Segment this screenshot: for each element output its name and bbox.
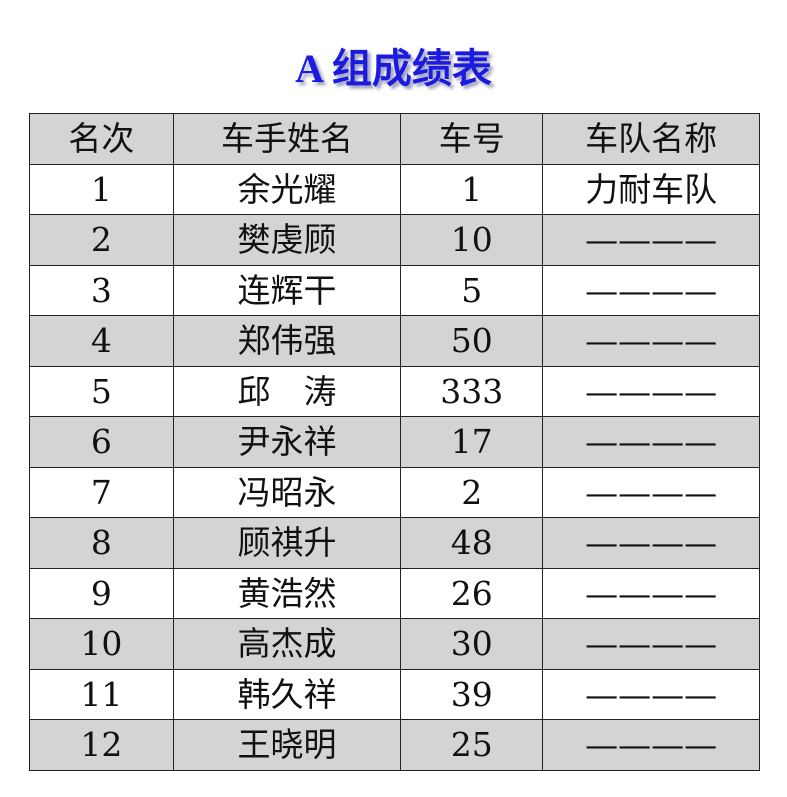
cell-rank: 5 [29, 365, 174, 417]
cell-car-number: 333 [400, 365, 544, 417]
header-rank: 名次 [29, 113, 174, 165]
cell-rank: 1 [29, 163, 174, 215]
cell-driver-name: 尹永祥 [172, 416, 402, 468]
cell-rank: 11 [29, 668, 174, 720]
cell-rank: 2 [29, 214, 174, 266]
cell-car-number: 25 [400, 719, 544, 771]
cell-car-number: 30 [400, 618, 544, 670]
cell-team-name: ———— [542, 315, 760, 367]
cell-team-name: ———— [542, 264, 760, 316]
cell-driver-name: 樊虔顾 [172, 214, 402, 266]
cell-car-number: 17 [400, 416, 544, 468]
table-row: 10 高杰成 30 ———— [29, 618, 760, 670]
cell-car-number: 10 [400, 214, 544, 266]
cell-rank: 10 [29, 618, 174, 670]
cell-rank: 6 [29, 416, 174, 468]
cell-car-number: 1 [400, 163, 544, 215]
cell-driver-name: 邱 涛 [172, 365, 402, 417]
cell-driver-name: 顾祺升 [172, 517, 402, 569]
table-row: 12 王晓明 25 ———— [29, 719, 760, 771]
cell-rank: 4 [29, 315, 174, 367]
cell-car-number: 5 [400, 264, 544, 316]
cell-driver-name: 韩久祥 [172, 668, 402, 720]
header-car-number: 车号 [400, 113, 544, 165]
cell-driver-name: 冯昭永 [172, 466, 402, 518]
cell-driver-name: 郑伟强 [172, 315, 402, 367]
cell-rank: 3 [29, 264, 174, 316]
cell-rank: 9 [29, 567, 174, 619]
cell-team-name: ———— [542, 517, 760, 569]
cell-rank: 7 [29, 466, 174, 518]
cell-rank: 12 [29, 719, 174, 771]
cell-driver-name: 黄浩然 [172, 567, 402, 619]
table-row: 6 尹永祥 17 ———— [29, 416, 760, 468]
cell-team-name: ———— [542, 618, 760, 670]
cell-team-name: ———— [542, 365, 760, 417]
results-table: 名次 车手姓名 车号 车队名称 1 余光耀 1 力耐车队 2 樊虔顾 10 ———— 3 连辉干 5 ————… [29, 113, 760, 771]
cell-driver-name: 余光耀 [172, 163, 402, 215]
table-row: 4 郑伟强 50 ———— [29, 315, 760, 367]
cell-car-number: 50 [400, 315, 544, 367]
cell-team-name: 力耐车队 [542, 163, 760, 215]
table-row: 11 韩久祥 39 ———— [29, 668, 760, 720]
table-row: 2 樊虔顾 10 ———— [29, 214, 760, 266]
table-row: 8 顾祺升 48 ———— [29, 517, 760, 569]
cell-car-number: 39 [400, 668, 544, 720]
table-row: 3 连辉干 5 ———— [29, 264, 760, 316]
header-driver-name: 车手姓名 [172, 113, 402, 165]
cell-rank: 8 [29, 517, 174, 569]
cell-team-name: ———— [542, 719, 760, 771]
table-row: 9 黄浩然 26 ———— [29, 567, 760, 619]
cell-driver-name: 连辉干 [172, 264, 402, 316]
cell-team-name: ———— [542, 214, 760, 266]
cell-team-name: ———— [542, 567, 760, 619]
page-title: A 组成绩表 [295, 46, 492, 91]
cell-team-name: ———— [542, 416, 760, 468]
table-row: 1 余光耀 1 力耐车队 [29, 163, 760, 215]
cell-team-name: ———— [542, 466, 760, 518]
cell-team-name: ———— [542, 668, 760, 720]
cell-car-number: 2 [400, 466, 544, 518]
cell-car-number: 48 [400, 517, 544, 569]
cell-car-number: 26 [400, 567, 544, 619]
table-row: 7 冯昭永 2 ———— [29, 466, 760, 518]
cell-driver-name: 高杰成 [172, 618, 402, 670]
header-row: 名次 车手姓名 车号 车队名称 [29, 113, 760, 165]
header-team-name: 车队名称 [542, 113, 760, 165]
cell-driver-name: 王晓明 [172, 719, 402, 771]
